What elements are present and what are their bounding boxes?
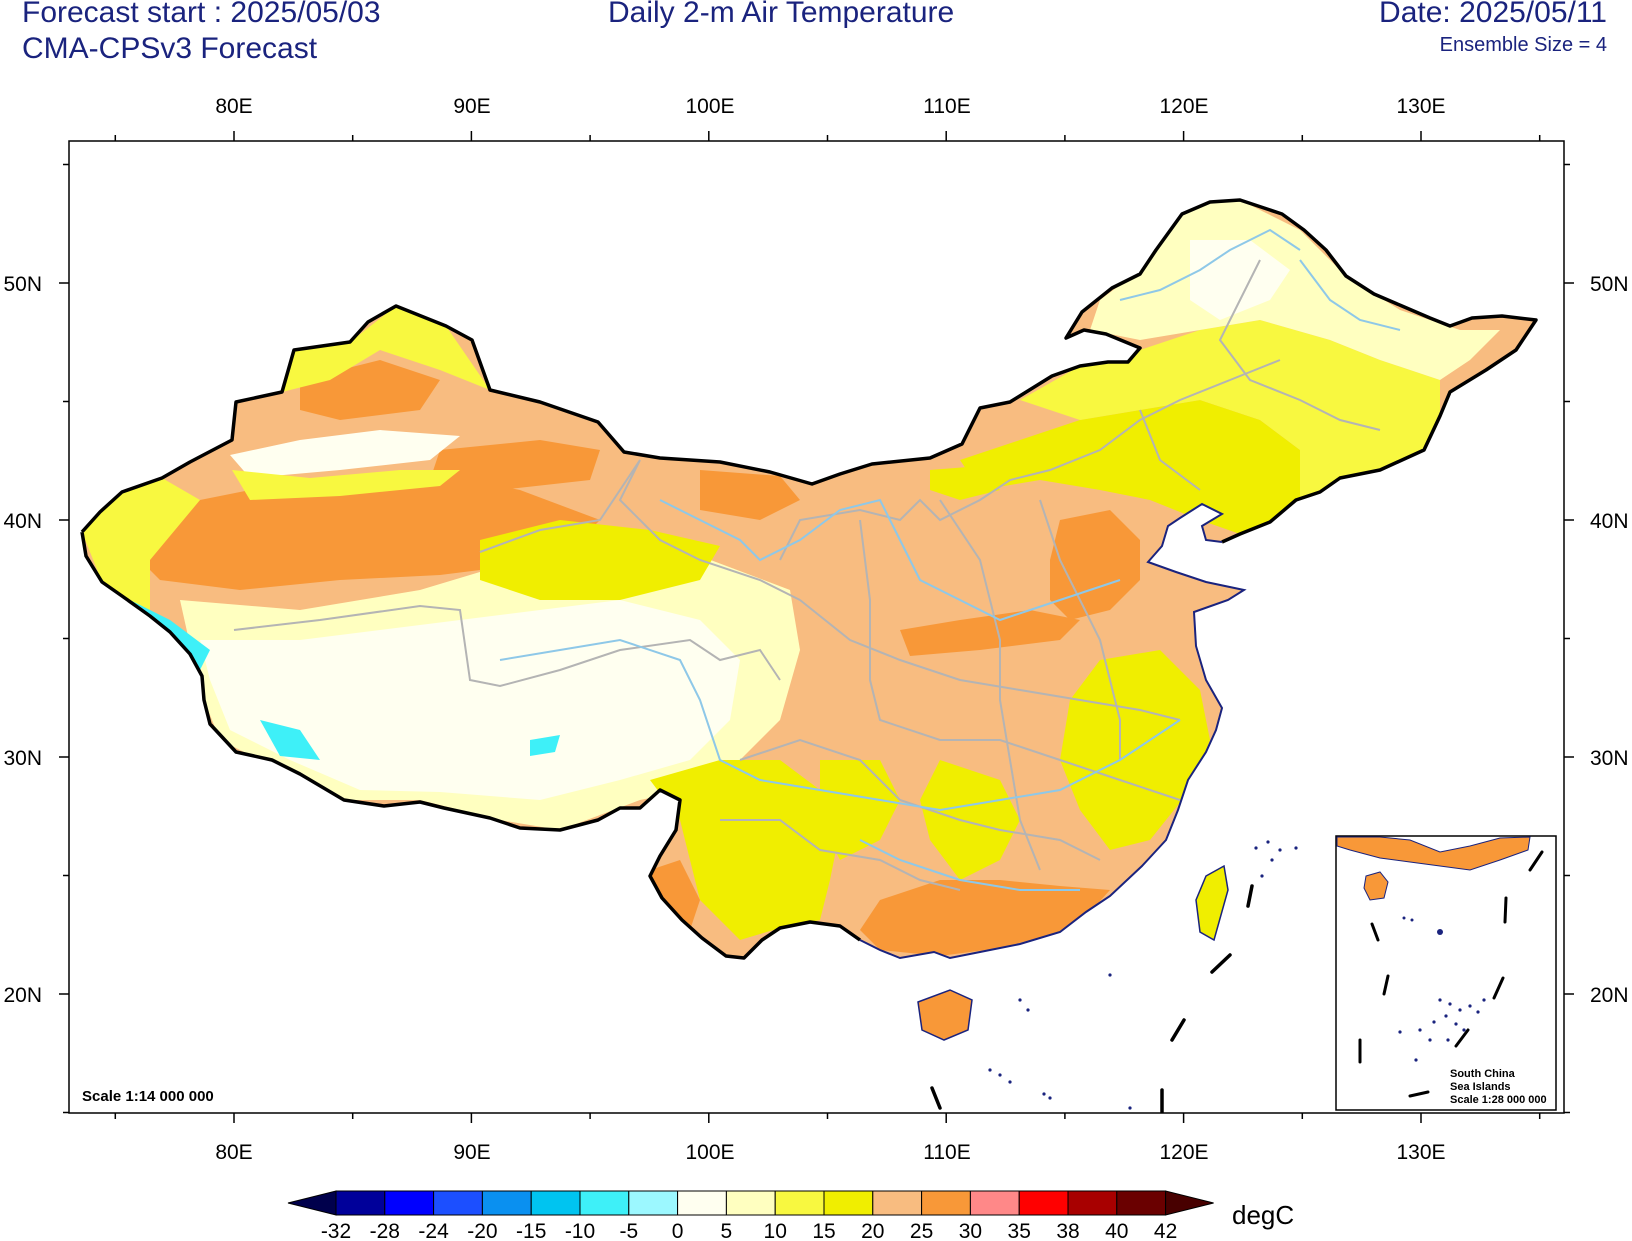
colorbar-level-label: -24 — [418, 1220, 449, 1241]
colorbar-level-label: 0 — [672, 1220, 684, 1241]
inset-title-line1: South China — [1450, 1068, 1516, 1080]
lon-label-110E: 110E — [923, 95, 971, 118]
lat-label-20N: 20N — [3, 984, 42, 1007]
lat-label-30N: 30N — [3, 747, 42, 770]
lon-label-90E-bottom: 90E — [453, 1141, 490, 1164]
colorbar-box — [384, 1190, 435, 1216]
colorbar-box — [823, 1190, 874, 1216]
lon-label-100E-bottom: 100E — [685, 1141, 734, 1164]
colorbar-level-label: 30 — [959, 1220, 982, 1241]
ensemble-size-text: Ensemble Size = 4 — [1439, 34, 1607, 56]
lat-label-20N-right: 20N — [1590, 984, 1629, 1007]
colorbar-box — [628, 1190, 679, 1216]
colorbar-box — [677, 1190, 727, 1216]
temperature-field — [80, 198, 1538, 1113]
longitude-labels-top: 80E 90E 100E 110E 120E 130E — [215, 95, 1445, 118]
forecast-start-text: Forecast start : 2025/05/03 — [22, 0, 381, 29]
colorbar-box — [530, 1190, 581, 1216]
colorbar-level-label: 38 — [1056, 1220, 1079, 1241]
lon-label-80E: 80E — [215, 95, 252, 118]
longitude-labels-bottom: 80E 90E 100E 110E 120E 130E — [215, 1141, 1445, 1164]
colorbar-level-label: 5 — [721, 1220, 733, 1241]
colorbar-level-label: 42 — [1154, 1220, 1177, 1241]
colorbar-box — [969, 1190, 1020, 1216]
colorbar-max-triangle — [1165, 1190, 1214, 1216]
south-china-sea-inset: South China Sea Islands Scale 1:28 000 0… — [1335, 835, 1557, 1111]
colorbar-box — [774, 1190, 825, 1216]
colorbar-box — [872, 1190, 923, 1216]
lon-label-110E-bottom: 110E — [923, 1141, 971, 1164]
axis-ticks — [59, 131, 1574, 1123]
latitude-labels-right: 50N 40N 30N 20N — [1590, 273, 1629, 1007]
colorbar-level-label: 15 — [812, 1220, 835, 1241]
lat-label-40N-right: 40N — [1590, 510, 1629, 533]
lon-label-90E: 90E — [453, 95, 490, 118]
map-scale-note: Scale 1:14 000 000 — [82, 1088, 214, 1105]
lon-label-120E-bottom: 120E — [1159, 1141, 1208, 1164]
lon-label-100E: 100E — [685, 95, 734, 118]
inset-scale-note: Scale 1:28 000 000 — [1450, 1094, 1547, 1106]
colorbar-labels: -32 -28 -24 -20 -15 -10 -5 0 5 10 15 20 25 30 35 38 40 42 — [321, 1220, 1177, 1241]
colorbar-box — [1116, 1190, 1167, 1216]
colorbar — [287, 1190, 1214, 1216]
lat-label-40N: 40N — [3, 510, 42, 533]
model-name-text: CMA-CPSv3 Forecast — [22, 32, 318, 65]
lon-label-130E: 130E — [1396, 95, 1445, 118]
colorbar-level-label: -20 — [467, 1220, 497, 1241]
valid-date-text: Date: 2025/05/11 — [1379, 0, 1607, 29]
map-title: Daily 2-m Air Temperature — [608, 0, 955, 29]
colorbar-level-label: -5 — [619, 1220, 638, 1241]
lon-label-80E-bottom: 80E — [215, 1141, 252, 1164]
colorbar-box — [433, 1190, 483, 1216]
colorbar-level-label: 20 — [861, 1220, 884, 1241]
colorbar-box — [1018, 1190, 1069, 1216]
colorbar-level-label: -32 — [321, 1220, 351, 1241]
colorbar-level-label: -10 — [565, 1220, 595, 1241]
colorbar-min-triangle — [287, 1190, 337, 1216]
lat-label-30N-right: 30N — [1590, 747, 1629, 770]
colorbar-box — [725, 1190, 776, 1216]
colorbar-level-label: 25 — [910, 1220, 933, 1241]
lon-label-120E: 120E — [1159, 95, 1208, 118]
latitude-labels-left: 50N 40N 30N 20N — [3, 273, 42, 1007]
colorbar-level-label: 40 — [1105, 1220, 1128, 1241]
colorbar-box — [1067, 1190, 1118, 1216]
colorbar-box — [579, 1190, 630, 1216]
colorbar-level-label: 10 — [764, 1220, 787, 1241]
colorbar-unit: degC — [1232, 1200, 1294, 1230]
lat-label-50N-right: 50N — [1590, 273, 1629, 296]
colorbar-box — [921, 1190, 971, 1216]
lat-label-50N: 50N — [3, 273, 42, 296]
colorbar-level-label: -28 — [370, 1220, 400, 1241]
colorbar-level-label: -15 — [516, 1220, 546, 1241]
lon-label-130E-bottom: 130E — [1396, 1141, 1445, 1164]
colorbar-level-label: 35 — [1008, 1220, 1031, 1241]
inset-title-line2: Sea Islands — [1450, 1081, 1511, 1093]
colorbar-box — [335, 1190, 386, 1216]
colorbar-box — [481, 1190, 532, 1216]
